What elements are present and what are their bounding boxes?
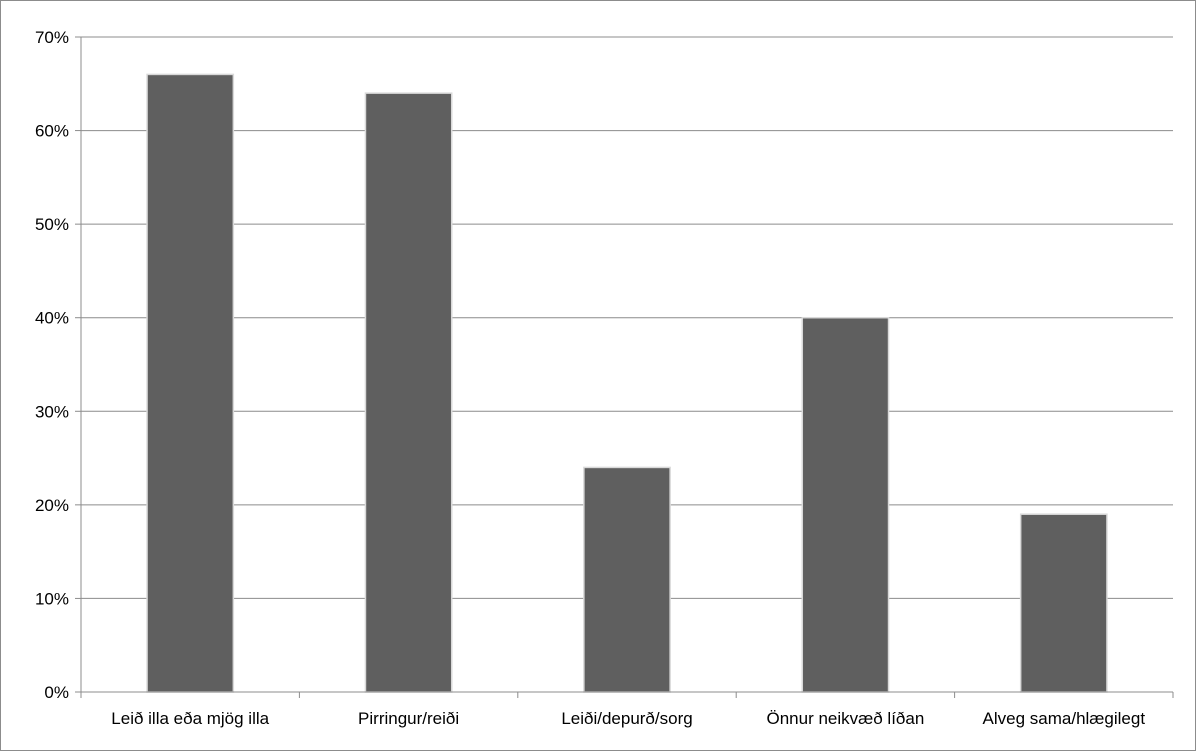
x-tick-label: Alveg sama/hlægilegt [983,709,1146,728]
bars [146,73,1108,693]
bar [364,92,453,693]
bar [801,316,890,693]
x-tick-label: Önnur neikvæð líðan [766,709,924,728]
axes [75,36,1174,698]
y-tick-label: 30% [35,402,69,421]
x-tick-label: Leið illa eða mjög illa [111,709,269,728]
y-tick-label: 10% [35,589,69,608]
x-tick-label: Leiði/depurð/sorg [561,709,692,728]
y-tick-label: 70% [35,28,69,47]
gridlines [81,36,1173,599]
bar [583,466,671,693]
y-tick-label: 40% [35,309,69,328]
y-tick-label: 0% [44,683,69,702]
y-tick-label: 60% [35,122,69,141]
bar [1019,513,1108,693]
x-tick-label: Pirringur/reiði [358,709,459,728]
y-tick-label: 50% [35,215,69,234]
bar [146,73,235,693]
tick-labels: 0% 10% 20% 30% 40% 50% 60% 70% Leið illa eða mjö… [35,28,1145,728]
y-tick-label: 20% [35,496,69,515]
